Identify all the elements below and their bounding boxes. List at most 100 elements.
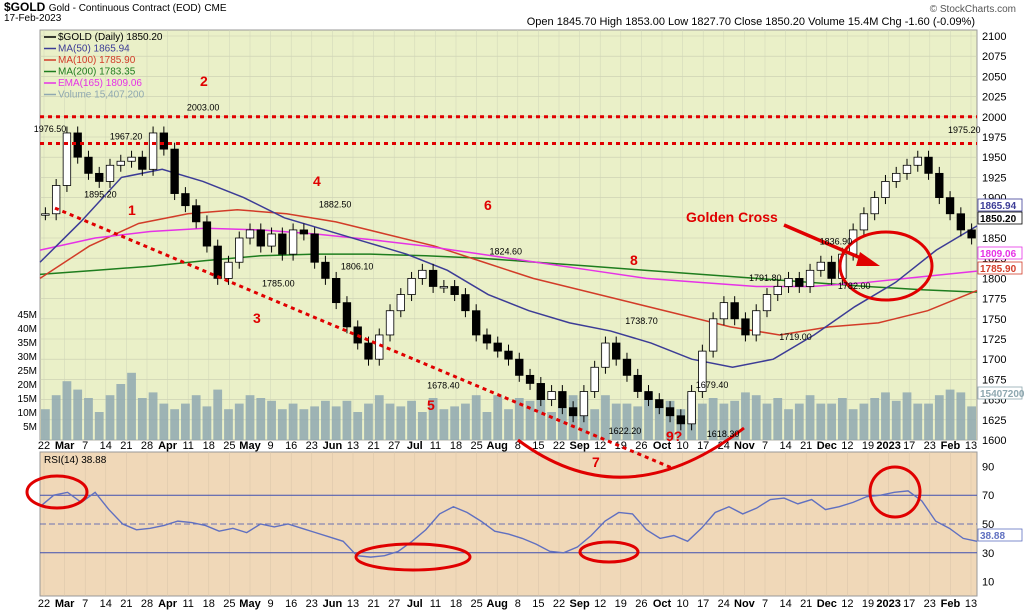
candle-body xyxy=(439,286,449,289)
candle-body xyxy=(342,302,352,328)
volume-bar xyxy=(557,406,567,440)
x-tick-label: Jul xyxy=(407,440,423,452)
y-tick-label: 1625 xyxy=(982,415,1006,427)
x-tick-label-bottom: May xyxy=(239,598,261,610)
x-tick-label: Feb xyxy=(941,440,961,452)
candle-body xyxy=(213,245,222,279)
candle-body xyxy=(536,383,545,401)
volume-bar xyxy=(514,398,524,440)
x-tick-label-bottom: 16 xyxy=(285,598,297,610)
volume-bar xyxy=(805,395,815,440)
volume-tick-label: 30M xyxy=(18,352,37,363)
candle-body xyxy=(493,342,502,352)
candle-body xyxy=(375,334,384,360)
candle-body xyxy=(579,391,589,417)
x-tick-label: 12 xyxy=(594,440,606,452)
volume-tick-label: 35M xyxy=(18,338,37,349)
volume-tick-label: 5M xyxy=(23,422,37,433)
candle-body xyxy=(288,229,298,255)
volume-bar xyxy=(94,412,104,440)
x-tick-label-bottom: 11 xyxy=(182,598,193,610)
x-tick-label-bottom: 26 xyxy=(635,598,647,610)
candle-body xyxy=(956,213,966,231)
candle-body xyxy=(127,156,136,162)
volume-bar xyxy=(310,406,320,440)
candle-body xyxy=(547,391,556,400)
x-tick-label-bottom: Mar xyxy=(55,598,75,610)
x-tick-label: 7 xyxy=(82,440,88,452)
candle-body xyxy=(622,358,632,376)
volume-bar xyxy=(881,392,890,440)
golden-cross-arrow xyxy=(783,223,871,264)
x-tick-label-bottom: 7 xyxy=(82,598,88,610)
golden-cross-arrowhead xyxy=(856,252,880,266)
x-tick-label: Oct xyxy=(653,440,672,452)
x-tick-label: Apr xyxy=(158,440,178,452)
chart-date: 17-Feb-2023 xyxy=(4,13,62,24)
right-value-box xyxy=(977,261,1023,275)
candle-body xyxy=(472,310,481,336)
right-value-box xyxy=(977,211,1023,225)
rsi-tick-label: 70 xyxy=(982,490,994,502)
y-tick-label: 1975 xyxy=(982,132,1006,144)
chart-symbol-line: $GOLD Gold - Continuous Contract (EOD) C… xyxy=(4,0,227,14)
x-tick-label: 15 xyxy=(532,440,544,452)
x-tick-label-bottom: 18 xyxy=(203,598,215,610)
candle-body xyxy=(181,193,190,207)
volume-bar xyxy=(245,395,255,440)
candle-body xyxy=(827,261,836,279)
volume-bar xyxy=(547,412,556,440)
candle-body xyxy=(159,132,169,150)
volume-bar xyxy=(137,398,147,440)
volume-bar xyxy=(73,389,83,440)
y-tick-label: 1675 xyxy=(982,374,1006,386)
legend-item: $GOLD (Daily) 1850.20 xyxy=(58,32,163,43)
x-tick-label: 16 xyxy=(285,440,297,452)
x-tick-label: 10 xyxy=(676,440,688,452)
candle-body xyxy=(902,164,912,174)
right-value-label: 1865.94 xyxy=(980,201,1017,212)
volume-bar xyxy=(84,398,93,440)
x-tick-label: Aug xyxy=(487,440,508,452)
candle-body xyxy=(644,391,653,400)
right-value-label: 1850.20 xyxy=(980,214,1017,225)
price-annotation: 1791.80 xyxy=(749,273,782,283)
y-tick-label: 1850 xyxy=(982,233,1006,245)
candle-body xyxy=(655,399,664,409)
volume-bar xyxy=(148,392,158,440)
right-value-box xyxy=(977,528,1023,542)
candle-body xyxy=(482,334,492,344)
volume-bar xyxy=(504,409,513,440)
volume-bar xyxy=(213,389,223,440)
price-annotation: 1679.40 xyxy=(696,380,729,390)
candle-body xyxy=(601,342,610,368)
volume-tick-label: 25M xyxy=(18,366,37,377)
candle-body xyxy=(95,172,104,182)
x-tick-label: 27 xyxy=(388,440,400,452)
x-tick-label-bottom: 22 xyxy=(553,598,565,610)
x-tick-label: 14 xyxy=(779,440,791,452)
price-annotation: 1719.00 xyxy=(779,332,812,342)
wave-label: 9? xyxy=(666,428,682,444)
candle-body xyxy=(515,358,524,376)
x-tick-label-bottom: Nov xyxy=(734,598,756,610)
x-tick-label: 25 xyxy=(223,440,235,452)
volume-tick-label: 15M xyxy=(18,394,37,405)
candle-body xyxy=(967,229,976,239)
x-tick-label: 11 xyxy=(430,440,441,452)
volume-bar xyxy=(105,395,115,440)
wave-label: 6 xyxy=(484,197,492,213)
x-tick-label: 7 xyxy=(762,440,768,452)
candle-body xyxy=(138,156,147,170)
x-tick-label: 17 xyxy=(903,440,915,452)
volume-bar xyxy=(417,412,427,440)
volume-bar xyxy=(202,406,212,440)
volume-bar xyxy=(611,403,621,440)
volume-bar xyxy=(450,406,460,440)
ma50-line xyxy=(39,168,978,369)
volume-bar xyxy=(116,384,126,440)
volume-bar xyxy=(407,400,416,440)
candle-body xyxy=(935,172,944,199)
candle-body xyxy=(558,391,567,409)
